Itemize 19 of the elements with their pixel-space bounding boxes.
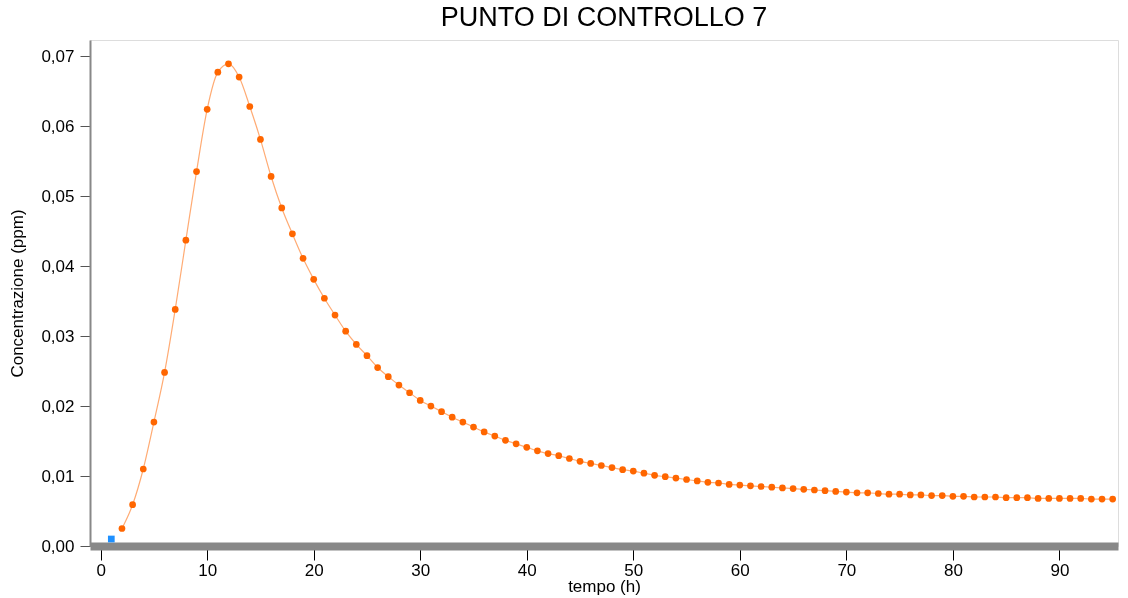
y-tick-label: 0,01 <box>41 466 75 486</box>
x-tick-label: 70 <box>837 560 857 580</box>
y-tick-label: 0,00 <box>41 536 75 556</box>
x-tick-label: 80 <box>943 560 963 580</box>
chart-title: PUNTO DI CONTROLLO 7 <box>440 2 768 32</box>
y-tick-label: 0,05 <box>41 186 75 206</box>
y-tick-label: 0,03 <box>41 326 75 346</box>
x-tick-label: 60 <box>730 560 750 580</box>
y-axis-title: Concentrazione (ppm) <box>8 209 28 378</box>
y-tick-label: 0,07 <box>41 46 75 66</box>
x-tick-label: 40 <box>517 560 537 580</box>
x-tick-label: 90 <box>1050 560 1070 580</box>
y-tick-label: 0,02 <box>41 396 75 416</box>
y-tick-label: 0,04 <box>41 256 75 276</box>
y-tick-label: 0,06 <box>41 116 75 136</box>
x-tick-label: 0 <box>96 560 106 580</box>
x-tick-label: 30 <box>411 560 431 580</box>
x-tick-label: 20 <box>304 560 324 580</box>
x-tick-label: 10 <box>198 560 218 580</box>
